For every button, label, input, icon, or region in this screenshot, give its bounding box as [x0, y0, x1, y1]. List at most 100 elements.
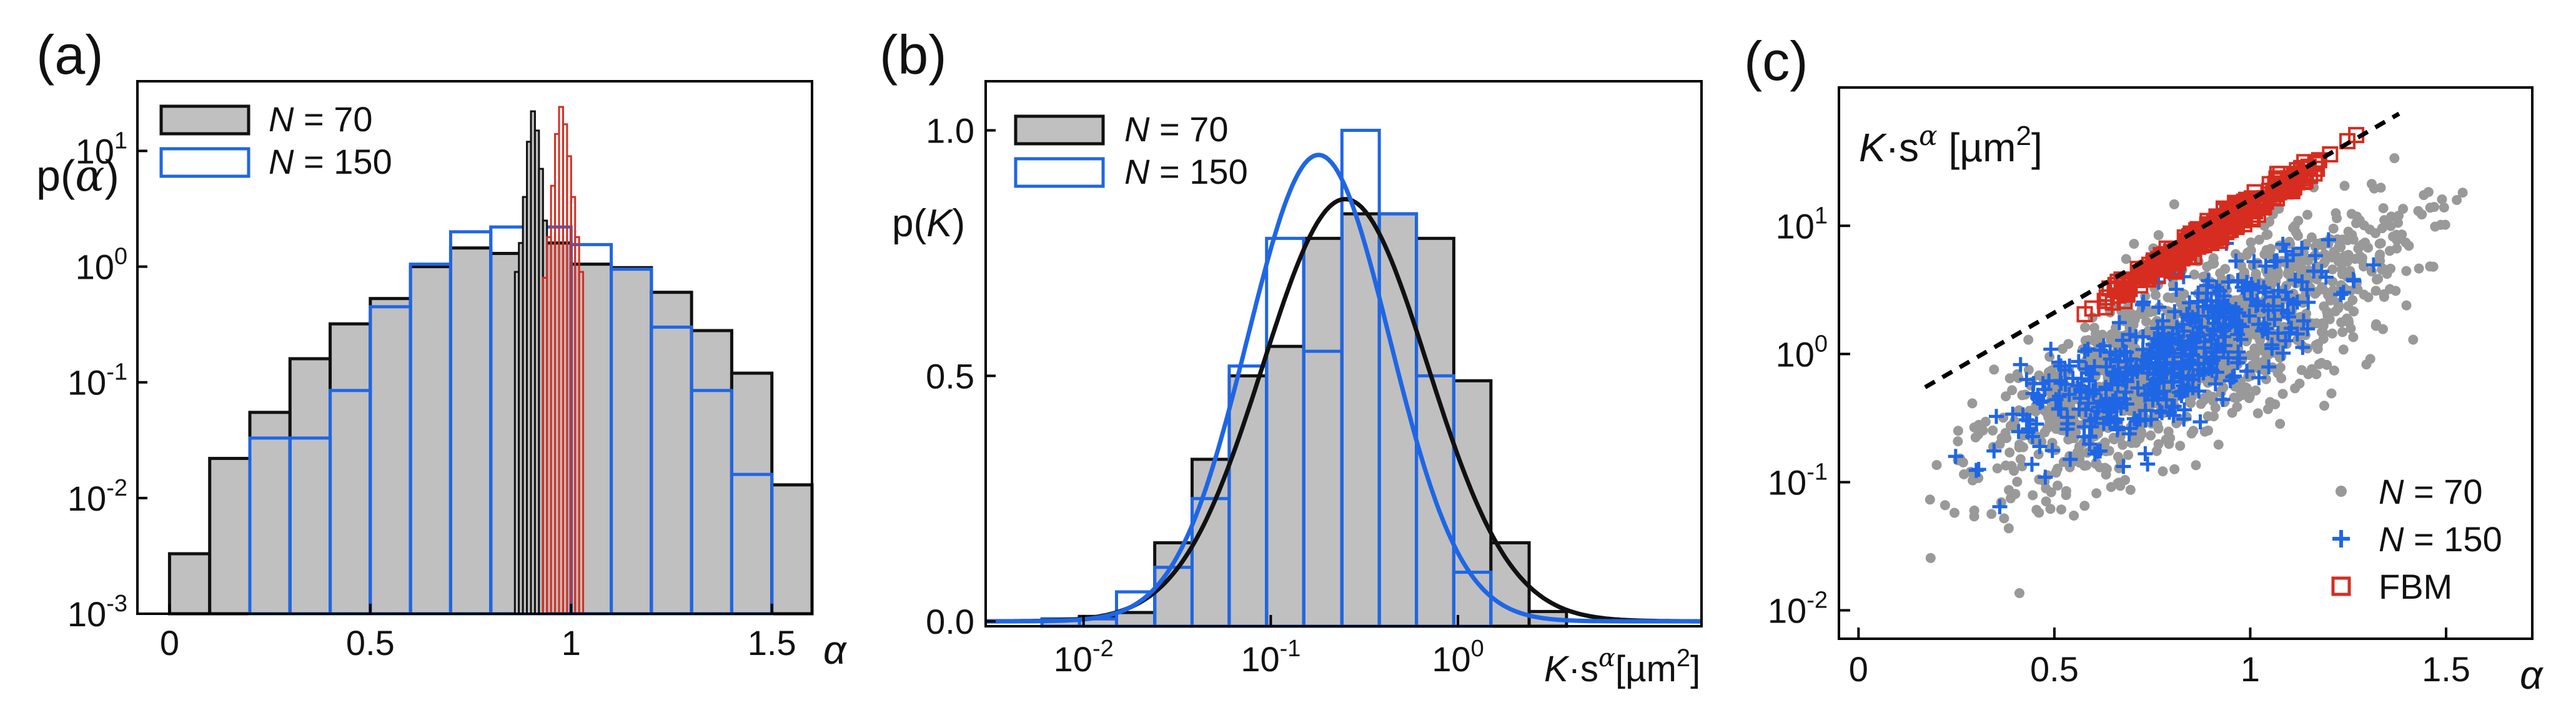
panel-c-point-n70: [2275, 419, 2286, 429]
panel-b-ticks: 0.0 0.5 1.0 10-2 10-1 100: [926, 111, 1484, 679]
panel-c-point-n70: [2004, 448, 2015, 458]
panel-c-point-n70: [2053, 480, 2063, 491]
panel-c-point-n150: [2318, 269, 2334, 285]
panel-c-point-n70: [2007, 385, 2018, 396]
panel-c-point-n150: [2096, 338, 2111, 354]
panel-c-point-n70: [2408, 334, 2419, 345]
panel-c-point-n150: [2155, 313, 2171, 329]
panel-c-point-n150: [2116, 459, 2131, 474]
panel-c-point-n150: [2123, 351, 2139, 367]
panel-c-point-n70: [2375, 238, 2386, 249]
panel-c-point-fbm: [2231, 211, 2248, 228]
panel-a-ytick-label: 100: [76, 244, 127, 287]
panel-c-point-n70: [2006, 493, 2016, 504]
panel-c-point-n150: [2270, 326, 2286, 341]
panel-c-point-n150: [2246, 254, 2262, 269]
panel-c-point-n150: [2212, 283, 2227, 299]
panel-c-point-n70: [1986, 509, 1997, 519]
panel-c-point-n70: [2018, 442, 2028, 452]
panel-c-point-n70: [2389, 153, 2400, 164]
panel-c-point-fbm: [2084, 300, 2101, 317]
panel-c-point-n70: [2191, 460, 2201, 471]
panel-c-point-n150: [2278, 333, 2294, 349]
panel-c-point-n70: [2042, 423, 2053, 434]
panel-c-point-fbm: [2257, 193, 2274, 210]
panel-c-point-n70: [2327, 328, 2337, 339]
panel-c-point-n70: [2350, 254, 2361, 264]
panel-c-point-n150: [2156, 383, 2172, 399]
panel-c-point-n150: [2062, 358, 2078, 374]
panel-c-point-n70: [1969, 505, 1979, 516]
panel-c-point-n70: [2009, 466, 2019, 476]
panel-c-point-n150: [2175, 317, 2191, 332]
panel-c-point-n150: [2205, 310, 2221, 326]
panel-c-point-n70: [2091, 459, 2101, 469]
panel-c-legend: N = 70 N = 150 FBM: [2331, 472, 2502, 606]
panel-c-point-n150: [2233, 332, 2249, 348]
panel-c-point-fbm: [2322, 146, 2339, 162]
panel-c-point-n150: [2145, 337, 2161, 352]
panel-c-point-n150: [2228, 253, 2244, 269]
panel-c-point-n70: [2252, 408, 2263, 419]
panel-c-point-n70: [2213, 439, 2224, 450]
panel-a-legend: N = 70 N = 150: [159, 99, 392, 181]
panel-c-point-n150: [2306, 263, 2322, 279]
panel-c-point-n70: [2359, 289, 2369, 300]
panel-c-point-n150: [2143, 411, 2159, 427]
panel-c-point-n150: [2299, 282, 2315, 298]
panel-c-point-n70: [2000, 428, 2011, 438]
panel-c-point-n150: [2080, 341, 2096, 357]
panel-c-point-n150: [2182, 295, 2197, 311]
panel-c-point-n70: [2392, 235, 2402, 246]
panel-c-point-n70: [2290, 383, 2301, 394]
panel-c-point-n70: [2186, 428, 2197, 439]
panel-c-point-n150: [2076, 429, 2092, 444]
panel-c-ytick-label: 100: [1776, 331, 1828, 374]
panel-c-point-n150: [2167, 304, 2182, 319]
panel-c-point-n150: [2295, 339, 2311, 355]
panel-c-point-n150: [2175, 341, 2191, 357]
panel-c-point-n70: [2384, 246, 2395, 256]
panel-c-point-n70: [2244, 393, 2254, 403]
panel-c-point-n70: [2169, 464, 2180, 474]
panel-c-point-n150: [2185, 380, 2201, 396]
panel-c-point-n150: [2053, 372, 2068, 388]
panel-c-point-n70: [1973, 419, 1984, 430]
panel-c-point-n70: [2246, 237, 2256, 248]
panel-c-point-n150: [2159, 355, 2174, 371]
panel-c-point-n70: [1988, 425, 1998, 436]
panel-c-point-n150: [2118, 384, 2134, 400]
panel-c-point-n150: [2138, 402, 2153, 418]
panel-c-point-n150: [2063, 451, 2078, 467]
panel-a-xtick-label: 0: [160, 623, 179, 662]
panel-a: (a) p(α) α 0 0.5 1 1.5 10-3 10-2 10-1 100 101 N …: [36, 24, 847, 672]
legend-b-swatch-n150: [1014, 157, 1105, 188]
panel-c-xtick-label: 0: [1849, 649, 1868, 689]
panel-c-point-n150: [2258, 258, 2274, 274]
panel-c-point-n150: [2147, 386, 2163, 402]
panel-c-point-n70: [2375, 182, 2386, 193]
panel-c-point-n70: [2316, 358, 2327, 368]
panel-c-point-n70: [2106, 329, 2117, 339]
panel-c-point-n150: [2013, 357, 2028, 372]
panel-c-frame: [1838, 86, 2534, 640]
panel-c-xtick-label: 1.5: [2422, 649, 2470, 689]
panel-c-point-n150: [2135, 329, 2151, 344]
panel-c-point-n150: [2244, 279, 2259, 295]
panel-c-point-n70: [2146, 430, 2156, 441]
panel-c-point-n150: [2088, 382, 2103, 398]
panel-c-point-n70: [2329, 365, 2339, 376]
panel-c-point-n70: [2326, 388, 2337, 399]
panel-c-point-n150: [2192, 414, 2208, 429]
panel-c-point-n70: [2386, 211, 2397, 222]
panel-b-xlabel: K·sα[µm2]: [1544, 644, 1700, 689]
panel-c-point-n70: [2034, 508, 2044, 518]
panel-c-point-n150: [2267, 312, 2282, 328]
panel-a-ticks: 0 0.5 1 1.5 10-3 10-2 10-1 100 101: [67, 128, 796, 662]
panel-c-point-n150: [2146, 361, 2162, 377]
panel-c-label: (c): [1744, 30, 1808, 92]
panel-c-point-n70: [1931, 460, 1942, 470]
panel-c-point-n150: [2156, 348, 2172, 364]
panel-b-xtick-label: 10-2: [1054, 636, 1114, 679]
panel-c-point-n150: [2102, 414, 2118, 430]
